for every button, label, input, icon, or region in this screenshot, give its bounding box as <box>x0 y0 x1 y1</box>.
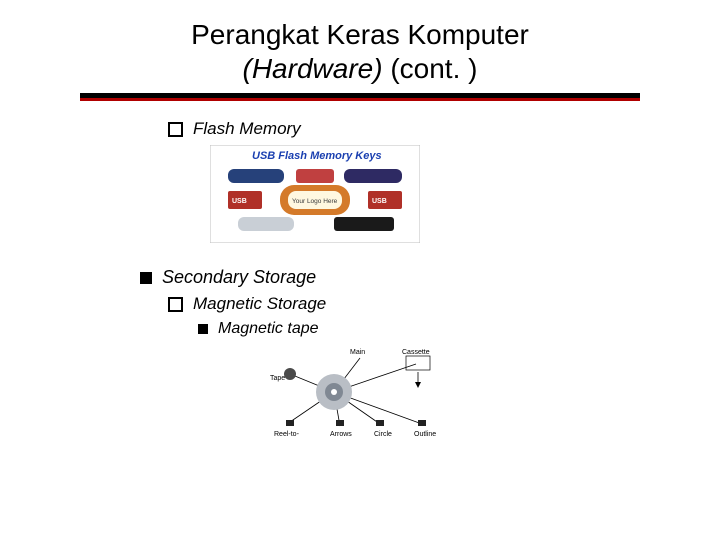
bullet-flash-memory: Flash Memory <box>168 119 660 139</box>
slide-content: Flash Memory USB Flash Memory Keys Your L… <box>60 109 660 444</box>
svg-text:Main: Main <box>350 349 365 356</box>
image-usb-keys: USB Flash Memory Keys Your Logo Here USB US… <box>210 145 660 243</box>
bullet-open-icon <box>168 122 183 137</box>
bullet-open-icon <box>168 297 183 312</box>
svg-text:Circle: Circle <box>374 431 392 438</box>
image-tape-diagram: Tape Main Cassette Reel-to- Arrows Circle Outl… <box>260 344 660 444</box>
bullet-magnetic-tape: Magnetic tape <box>198 320 660 338</box>
title-underline <box>80 93 640 101</box>
slide: Perangkat Keras Komputer (Hardware) (con… <box>0 0 720 540</box>
bullet-text: Magnetic tape <box>218 320 319 338</box>
svg-text:USB: USB <box>372 198 387 205</box>
svg-text:Reel-to-: Reel-to- <box>274 431 300 438</box>
bullet-magnetic-storage: Magnetic Storage <box>168 294 660 314</box>
svg-text:Outline: Outline <box>414 431 436 438</box>
svg-text:Your Logo Here: Your Logo Here <box>292 198 338 205</box>
svg-text:USB Flash Memory Keys: USB Flash Memory Keys <box>252 150 382 162</box>
svg-text:Arrows: Arrows <box>330 431 352 438</box>
bullet-text: Secondary Storage <box>162 267 316 288</box>
bullet-filled-icon <box>140 272 152 284</box>
bullet-secondary-storage: Secondary Storage <box>140 267 660 288</box>
title-line1: Perangkat Keras Komputer <box>60 18 660 52</box>
bullet-text: Flash Memory <box>193 119 301 139</box>
svg-text:Cassette: Cassette <box>402 349 430 356</box>
slide-title: Perangkat Keras Komputer (Hardware) (con… <box>60 18 660 85</box>
svg-text:USB: USB <box>232 198 247 205</box>
bullet-filled-icon <box>198 324 208 334</box>
title-italic: (Hardware) <box>243 53 383 84</box>
svg-text:Tape: Tape <box>270 375 285 382</box>
bullet-text: Magnetic Storage <box>193 294 326 314</box>
title-line2: (Hardware) (cont. ) <box>60 52 660 86</box>
title-cont: (cont. ) <box>383 53 478 84</box>
